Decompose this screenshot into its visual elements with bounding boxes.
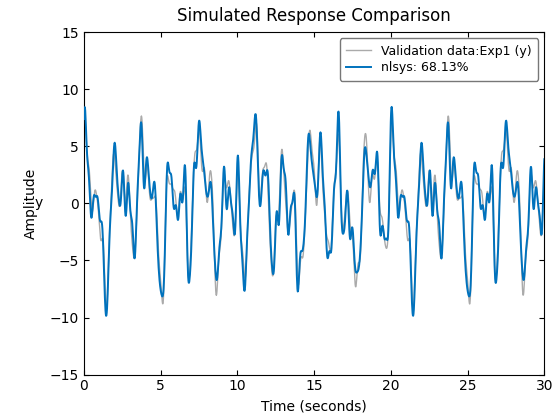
nlsys: 68.13%: (17.1, 0.349): 68.13%: (17.1, 0.349) (343, 197, 349, 202)
nlsys: 68.13%: (30, 3.87): 68.13%: (30, 3.87) (541, 157, 548, 162)
nlsys: 68.13%: (1.44, -9.85): 68.13%: (1.44, -9.85) (102, 313, 109, 318)
nlsys: 68.13%: (20.1, 8.45): 68.13%: (20.1, 8.45) (388, 104, 395, 109)
Validation data:Exp1 (y) (343, 196, 349, 201)
Text: Amplitude: Amplitude (24, 168, 38, 239)
Validation data:Exp1 (y) (276, 193, 283, 198)
Line: Validation data:Exp1 (y): Validation data:Exp1 (y) (84, 116, 544, 311)
Validation data:Exp1 (y) (138, 113, 145, 118)
Validation data:Exp1 (y) (294, 270, 301, 275)
Validation data:Exp1 (y) (81, 133, 87, 138)
Validation data:Exp1 (y) (116, 203, 123, 208)
nlsys: 68.13%: (2.34, -0.223): 68.13%: (2.34, -0.223) (116, 203, 123, 208)
nlsys: 68.13%: (13.9, -7.5): 68.13%: (13.9, -7.5) (294, 286, 301, 291)
X-axis label: Time (seconds): Time (seconds) (262, 399, 367, 413)
nlsys: 68.13%: (13.4, -2.31): 68.13%: (13.4, -2.31) (286, 227, 292, 232)
Validation data:Exp1 (y) (541, 173, 548, 178)
Legend: Validation data:Exp1 (y), nlsys: 68.13%: Validation data:Exp1 (y), nlsys: 68.13% (340, 38, 538, 81)
Line: nlsys: 68.13%: nlsys: 68.13% (84, 107, 544, 316)
Y-axis label: y: y (35, 196, 43, 210)
nlsys: 68.13%: (0, 7.41): 68.13%: (0, 7.41) (81, 116, 87, 121)
nlsys: 68.13%: (3.56, 3.09): 68.13%: (3.56, 3.09) (136, 165, 142, 171)
Title: Simulated Response Comparison: Simulated Response Comparison (178, 7, 451, 25)
nlsys: 68.13%: (12.7, -0.794): 68.13%: (12.7, -0.794) (276, 210, 283, 215)
Validation data:Exp1 (y) (410, 308, 417, 313)
Validation data:Exp1 (y) (286, 227, 292, 232)
Validation data:Exp1 (y) (135, 173, 142, 178)
